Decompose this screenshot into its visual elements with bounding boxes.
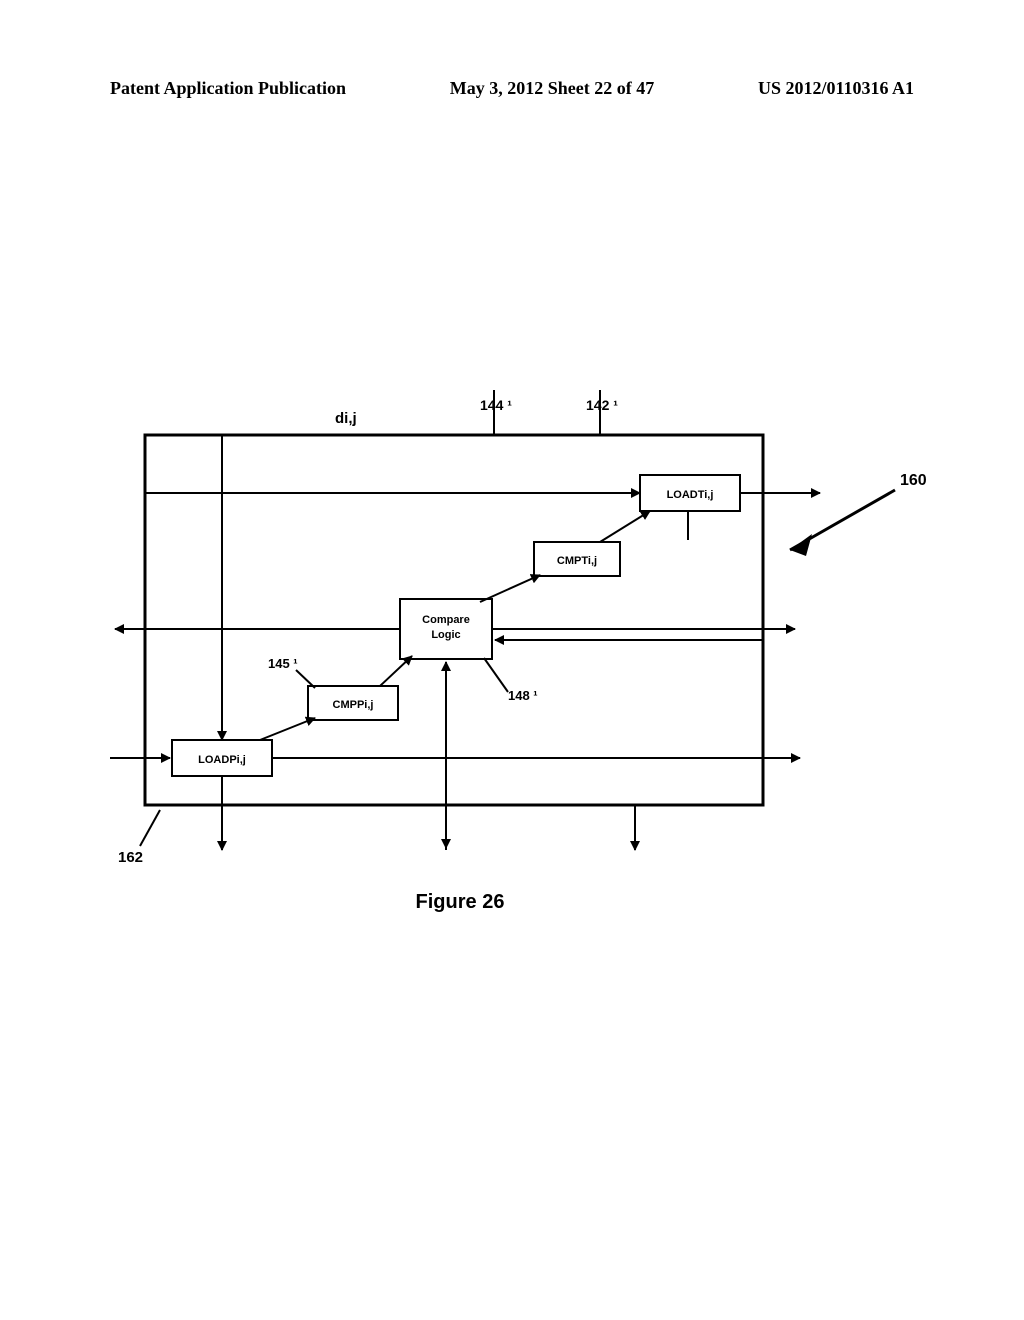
header-right: US 2012/0110316 A1 bbox=[758, 78, 914, 99]
compare-to-cmpt bbox=[480, 575, 540, 602]
ref-160: 160 bbox=[900, 472, 927, 489]
ref-148: 148 ¹ bbox=[508, 688, 538, 703]
compare-logic-label-1: Compare bbox=[422, 614, 470, 626]
loadp-label: LOADPi,j bbox=[198, 754, 246, 766]
cmpt-to-loadt bbox=[600, 511, 650, 542]
ref-144: 144 ¹ bbox=[480, 397, 512, 413]
cmpp-label: CMPPi,j bbox=[333, 699, 374, 711]
cmpt-label: CMPTi,j bbox=[557, 555, 597, 567]
ref-142: 142 ¹ bbox=[586, 397, 618, 413]
figure-26-diagram: LOADTi,j CMPTi,j Compare Logic CMPPi,j L… bbox=[0, 390, 1024, 930]
loadp-to-cmpp bbox=[260, 718, 315, 740]
figure-caption: Figure 26 bbox=[416, 891, 505, 913]
ref-145: 145 ¹ bbox=[268, 656, 298, 671]
dij-label: di,j bbox=[335, 410, 357, 427]
cmpp-to-compare bbox=[380, 656, 412, 686]
loadt-label: LOADTi,j bbox=[667, 489, 714, 501]
header-center: May 3, 2012 Sheet 22 of 47 bbox=[450, 78, 654, 99]
ref-162: 162 bbox=[118, 849, 143, 866]
page-header: Patent Application Publication May 3, 20… bbox=[0, 78, 1024, 99]
header-left: Patent Application Publication bbox=[110, 78, 346, 99]
compare-logic-label-2: Logic bbox=[431, 629, 460, 641]
